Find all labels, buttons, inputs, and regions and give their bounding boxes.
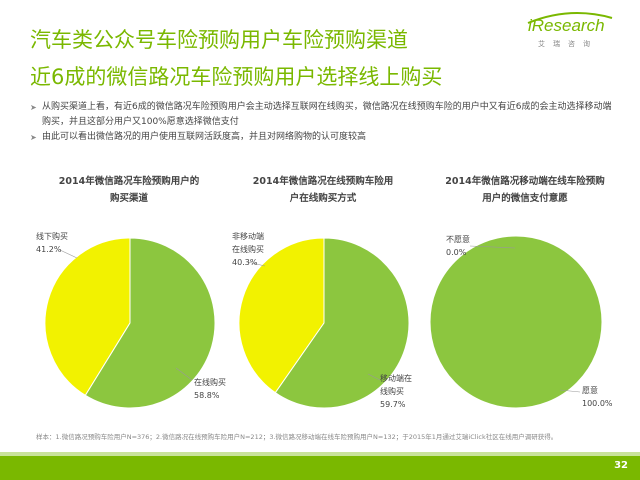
iresearch-logo: iResearch 艾瑞咨询 (524, 12, 616, 56)
chart1-label-offline: 线下购买 41.2% (36, 230, 68, 256)
logo-subtitle: 艾瑞咨询 (538, 40, 598, 48)
bullet-item: ➤ 由此可以看出微信路况的用户使用互联网活跃度高，并且对网络购物的认可度较高 (30, 130, 620, 145)
chart1-leader-line (175, 367, 193, 381)
chart2-label-nonmobile-line: 在线购买 (232, 245, 264, 254)
chart1-label-offline-name: 线下购买 (36, 232, 68, 241)
bullet-item: ➤ 从购买渠道上看，有近6成的微信路况车险预购用户会主动选择互联网在线购买，微信… (30, 100, 620, 130)
chart1-slice-1 (84, 237, 216, 409)
chart3-title: 2014年微信路况移动端在线车险预购 用户的微信支付意愿 (430, 173, 620, 207)
chart3-label-unwilling-value: 0.0% (446, 248, 467, 257)
logo-brand-rest: Research (531, 16, 605, 35)
bullet-text: 从购买渠道上看，有近6成的微信路况车险预购用户会主动选择互联网在线购买，微信路况… (42, 102, 612, 127)
chart1-title: 2014年微信路况车险预购用户的 购买渠道 (44, 173, 214, 207)
bullet-text: 由此可以看出微信路况的用户使用互联网活跃度高，并且对网络购物的认可度较高 (42, 132, 367, 142)
bottom-bar (0, 456, 640, 480)
chart3-label-unwilling-name: 不愿意 (446, 235, 470, 244)
footnote: 样本：1.微信路况预购车险用户N=376；2.微信路况在线预购车险用户N=212… (36, 433, 558, 441)
chart1-title-line: 购买渠道 (109, 193, 148, 204)
chart1-slice-0 (44, 237, 131, 397)
chart3-label-unwilling: 不愿意 0.0% (446, 233, 470, 259)
chart1-label-online: 在线购买 58.8% (194, 376, 226, 402)
chart3-leader-line (469, 245, 516, 249)
chart2-label-mobile: 移动端在 线购买 59.7% (380, 372, 412, 411)
logo-brand: iResearch (528, 16, 605, 36)
chart2-leader-line (367, 373, 381, 381)
chart1-label-online-name: 在线购买 (194, 378, 226, 387)
chart3-label-willing-name: 愿意 (582, 386, 598, 395)
chart3-label-willing-value: 100.0% (582, 399, 613, 408)
bullet-list: ➤ 从购买渠道上看，有近6成的微信路况车险预购用户会主动选择互联网在线购买，微信… (30, 100, 620, 145)
chart1-title-line: 2014年微信路况车险预购用户的 (58, 176, 200, 187)
chart1-label-offline-value: 41.2% (36, 245, 62, 254)
chart1-label-online-value: 58.8% (194, 391, 220, 400)
bullet-arrow-icon: ➤ (30, 133, 37, 142)
chart2-label-mobile-line: 移动端在 (380, 374, 412, 383)
chart2-label-nonmobile-line: 非移动端 (232, 232, 264, 241)
chart2-title-line: 2014年微信路况在线预购车险用 (252, 176, 394, 187)
chart3-title-line: 用户的微信支付意愿 (482, 193, 568, 204)
page-title-line1: 汽车类公众号车险预购用户车险预购渠道 (30, 28, 408, 52)
chart2-slice-0 (238, 237, 325, 394)
chart2-leader-line (247, 261, 266, 267)
chart2-slice-1 (274, 237, 410, 409)
logo-arc-icon (527, 12, 613, 24)
chart3-slice-1 (429, 235, 603, 409)
chart3-label-willing: 愿意 100.0% (582, 384, 613, 410)
chart2-label-nonmobile: 非移动端 在线购买 40.3% (232, 230, 264, 269)
page-title-line2: 近6成的微信路况车险预购用户选择线上购买 (30, 65, 443, 89)
chart2-label-nonmobile-value: 40.3% (232, 258, 258, 267)
chart3-title-line: 2014年微信路况移动端在线车险预购 (445, 176, 605, 187)
bottom-bar-highlight (0, 452, 640, 457)
chart2-title-line: 户在线购买方式 (289, 193, 357, 204)
chart2-label-mobile-line: 线购买 (380, 387, 404, 396)
chart1-leader-line (59, 249, 78, 259)
chart3-leader-line (559, 389, 581, 393)
logo-brand-i: i (528, 16, 532, 35)
chart2-title: 2014年微信路况在线预购车险用 户在线购买方式 (238, 173, 408, 207)
page-number: 32 (614, 460, 628, 471)
bullet-arrow-icon: ➤ (30, 103, 37, 112)
chart2-label-mobile-value: 59.7% (380, 400, 406, 409)
